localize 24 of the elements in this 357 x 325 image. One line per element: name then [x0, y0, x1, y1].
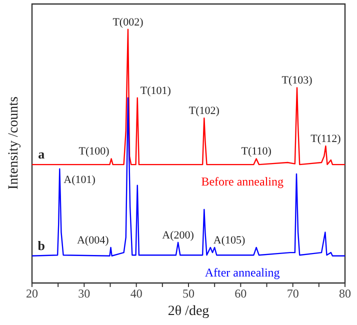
- x-tick-label: 40: [130, 286, 142, 301]
- x-tick-label: 30: [78, 286, 90, 301]
- annotation: T(103): [282, 74, 313, 87]
- annotation: A(004): [76, 234, 110, 246]
- annotation: a: [38, 146, 46, 162]
- annotation: T(112): [310, 133, 342, 146]
- x-tick-label: 60: [234, 286, 247, 301]
- x-tick-label: 20: [26, 286, 38, 301]
- annotation: T(002): [112, 16, 144, 28]
- annotation: b: [38, 238, 46, 253]
- annotation: A(105): [213, 234, 246, 246]
- x-tick-label: 80: [339, 286, 351, 301]
- series-label: Before annealing: [201, 174, 284, 188]
- series-label: After annealing: [204, 266, 280, 280]
- annotation: T(100): [78, 146, 110, 158]
- y-axis-title: Intensity /counts: [6, 96, 22, 190]
- x-axis-title: 2θ /deg: [168, 304, 210, 319]
- x-tick-label: 50: [182, 286, 194, 301]
- annotation: T(110): [241, 146, 272, 158]
- annotation: T(102): [188, 105, 220, 118]
- annotation: A(200): [162, 229, 194, 242]
- annotation: A(101): [64, 174, 96, 186]
- annotation: T(101): [140, 84, 172, 97]
- x-tick-label: 70: [286, 286, 299, 301]
